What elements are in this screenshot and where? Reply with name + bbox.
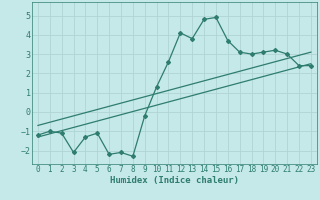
X-axis label: Humidex (Indice chaleur): Humidex (Indice chaleur) — [110, 176, 239, 185]
